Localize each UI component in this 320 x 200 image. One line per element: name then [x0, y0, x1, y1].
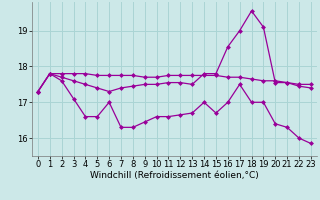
X-axis label: Windchill (Refroidissement éolien,°C): Windchill (Refroidissement éolien,°C) — [90, 171, 259, 180]
